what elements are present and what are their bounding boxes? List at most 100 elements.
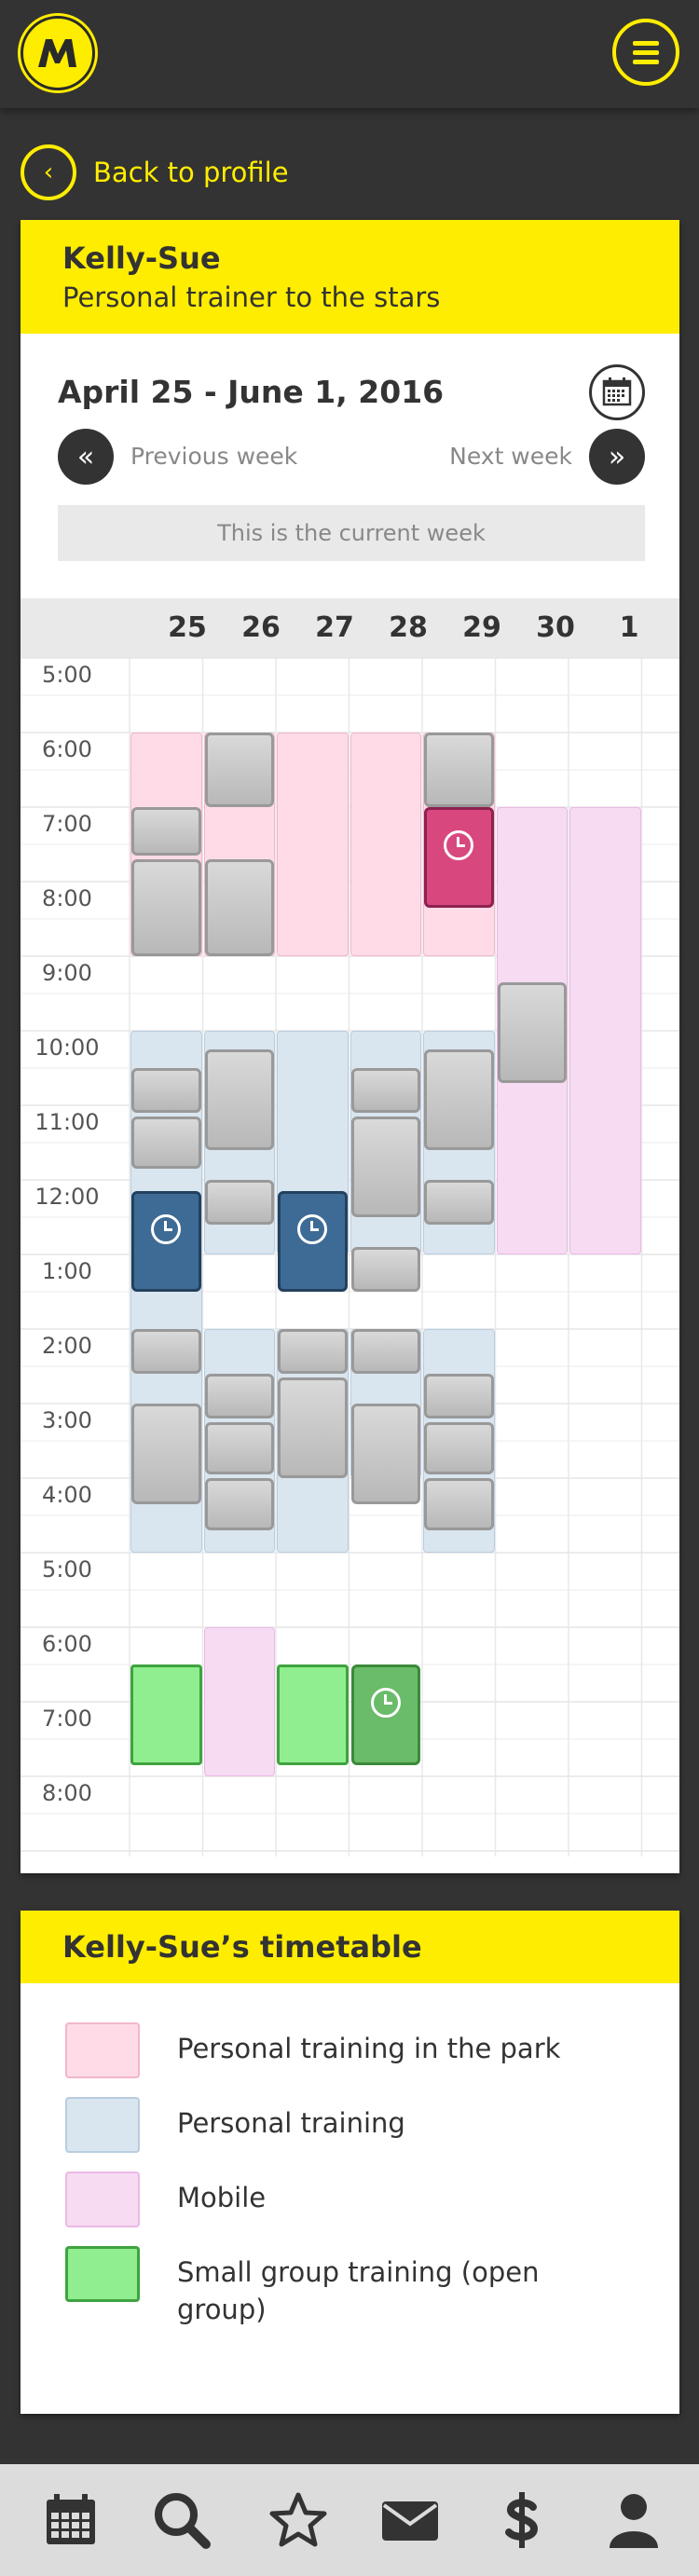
booked-slot xyxy=(204,1374,274,1418)
booked-slot xyxy=(424,1374,494,1418)
my-booking-slot[interactable] xyxy=(424,807,494,908)
time-label: 12:00 xyxy=(34,1184,100,1210)
calendar-icon[interactable] xyxy=(41,2490,101,2550)
clock-icon xyxy=(297,1214,328,1244)
booked-slot xyxy=(204,733,274,807)
time-label: 5:00 xyxy=(42,1556,92,1583)
time-label: 7:00 xyxy=(42,811,92,837)
hamburger-icon[interactable] xyxy=(612,19,679,86)
time-label: 11:00 xyxy=(34,1109,100,1135)
day-header-row: 25 26 27 28 29 30 1 xyxy=(21,598,679,658)
booked-slot xyxy=(131,807,201,856)
time-label: 1:00 xyxy=(42,1258,92,1284)
timetable-card: Kelly-Sue’s timetable Personal training … xyxy=(21,1911,679,2414)
previous-week-button[interactable]: « xyxy=(58,429,114,485)
legend-label: Personal training in the park xyxy=(177,2033,561,2064)
date-range: April 25 - June 1, 2016 xyxy=(58,374,445,410)
booked-slot xyxy=(278,1377,348,1478)
booked-slot xyxy=(424,1180,494,1225)
booked-slot xyxy=(204,859,274,956)
booked-slot xyxy=(131,859,201,956)
booked-slot xyxy=(204,1422,274,1474)
booked-slot xyxy=(350,1404,420,1504)
booked-slot xyxy=(350,1247,420,1292)
star-icon[interactable] xyxy=(268,2490,328,2550)
my-booking-slot[interactable] xyxy=(278,1191,348,1292)
timetable-title: Kelly-Sue’s timetable xyxy=(62,1929,422,1965)
time-label: 3:00 xyxy=(42,1407,92,1433)
trainer-subtitle: Personal trainer to the stars xyxy=(62,281,441,313)
availability-park xyxy=(350,733,421,956)
legend-label: Personal training xyxy=(177,2107,405,2139)
booked-slot xyxy=(424,1422,494,1474)
legend-swatch xyxy=(65,2097,140,2153)
booked-slot xyxy=(204,1478,274,1530)
legend-swatch xyxy=(65,2022,140,2078)
booked-slot xyxy=(497,982,567,1083)
time-label: 10:00 xyxy=(34,1035,100,1061)
legend-label: Small group training (open group) xyxy=(177,2256,540,2325)
clock-icon xyxy=(151,1214,182,1244)
day-header: 29 xyxy=(462,611,501,644)
time-label: 6:00 xyxy=(42,1631,92,1657)
day-header: 28 xyxy=(389,611,428,644)
search-icon[interactable] xyxy=(152,2490,212,2550)
previous-week-label[interactable]: Previous week xyxy=(130,443,298,470)
small-group-slot[interactable] xyxy=(277,1665,349,1765)
booked-slot xyxy=(131,1068,201,1113)
clock-icon xyxy=(444,830,474,860)
day-header: 27 xyxy=(315,611,354,644)
booked-slot xyxy=(424,1049,494,1150)
booked-slot xyxy=(204,1049,274,1150)
my-booking-slot[interactable] xyxy=(131,1191,201,1292)
booked-slot xyxy=(350,1117,420,1217)
availability-mobile xyxy=(569,807,641,1254)
small-group-slot[interactable] xyxy=(130,1665,202,1765)
dollar-icon[interactable] xyxy=(492,2490,552,2550)
my-booking-slot[interactable] xyxy=(350,1665,420,1765)
time-label: 2:00 xyxy=(42,1333,92,1359)
availability-mobile xyxy=(203,1627,275,1776)
next-week-label[interactable]: Next week xyxy=(449,443,572,470)
time-label: 8:00 xyxy=(42,885,92,911)
back-to-profile-link[interactable]: ‹ Back to profile xyxy=(21,144,289,200)
day-header: 30 xyxy=(536,611,575,644)
current-week-notice: This is the current week xyxy=(58,505,645,561)
chevron-left-icon: ‹ xyxy=(21,144,76,200)
week-navigation: « Previous week Next week » xyxy=(58,429,645,486)
time-label: 7:00 xyxy=(42,1706,92,1732)
date-row: April 25 - June 1, 2016 xyxy=(58,364,645,420)
trainer-name: Kelly-Sue xyxy=(62,240,221,276)
trainer-header: Kelly-Sue Personal trainer to the stars xyxy=(21,220,679,334)
schedule-card: Kelly-Sue Personal trainer to the stars … xyxy=(21,220,679,1873)
booked-slot xyxy=(350,1329,420,1374)
booked-slot xyxy=(424,1478,494,1530)
logo-m-icon[interactable] xyxy=(21,16,95,90)
booked-slot xyxy=(131,1117,201,1169)
day-header: 25 xyxy=(168,611,207,644)
top-bar xyxy=(0,0,699,108)
time-label: 9:00 xyxy=(42,960,92,986)
legend-swatch xyxy=(65,2246,140,2302)
timetable-header: Kelly-Sue’s timetable xyxy=(21,1911,679,1983)
envelope-icon[interactable] xyxy=(380,2490,440,2550)
availability-park xyxy=(277,733,349,956)
time-label: 6:00 xyxy=(42,736,92,762)
booked-slot xyxy=(131,1329,201,1374)
back-label: Back to profile xyxy=(93,157,289,188)
next-week-button[interactable]: » xyxy=(589,429,645,485)
user-icon[interactable] xyxy=(604,2490,664,2550)
time-label: 4:00 xyxy=(42,1482,92,1508)
time-label: 8:00 xyxy=(42,1780,92,1806)
day-header: 26 xyxy=(241,611,281,644)
bottom-nav xyxy=(0,2464,699,2576)
week-calendar-grid: 25 26 27 28 29 30 1 5:00 6:00 7:00 8:00 9:00… xyxy=(21,598,679,1857)
calendar-icon[interactable] xyxy=(589,364,645,420)
legend-label: Mobile xyxy=(177,2182,267,2213)
booked-slot xyxy=(131,1404,201,1504)
booked-slot xyxy=(204,1180,274,1225)
booked-slot xyxy=(424,733,494,807)
clock-icon xyxy=(370,1688,401,1718)
legend-swatch xyxy=(65,2172,140,2227)
day-header: 1 xyxy=(619,611,639,644)
